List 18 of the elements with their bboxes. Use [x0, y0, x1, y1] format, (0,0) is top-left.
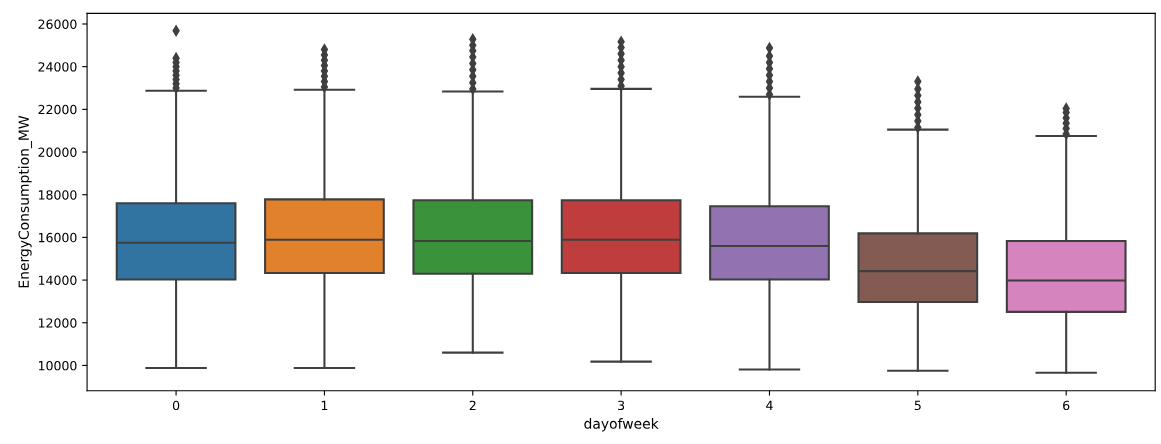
y-tick-label: 12000 [38, 318, 77, 328]
y-tick-label: 16000 [38, 232, 77, 243]
x-tick-label: 0 [172, 400, 180, 411]
y-tick-label: 20000 [38, 147, 77, 157]
y-tick-label: 22000 [38, 104, 77, 115]
y-axis-title: EnergyConsumption_MW [18, 115, 33, 288]
y-tick-label: 18000 [38, 190, 77, 200]
y-tick-label: 26000 [38, 19, 77, 29]
x-tick-label: 1 [321, 400, 328, 410]
x-tick-label: 4 [766, 400, 773, 410]
y-tick-label: 10000 [38, 360, 77, 371]
x-tick-label: 5 [914, 400, 921, 411]
y-tick-label: 14000 [38, 275, 77, 285]
y-tick-label: 24000 [38, 62, 77, 72]
x-axis-title: dayofweek [584, 418, 659, 432]
x-tick-label: 3 [618, 400, 625, 411]
x-tick-label: 6 [1063, 400, 1070, 411]
x-tick-label: 2 [469, 400, 476, 410]
